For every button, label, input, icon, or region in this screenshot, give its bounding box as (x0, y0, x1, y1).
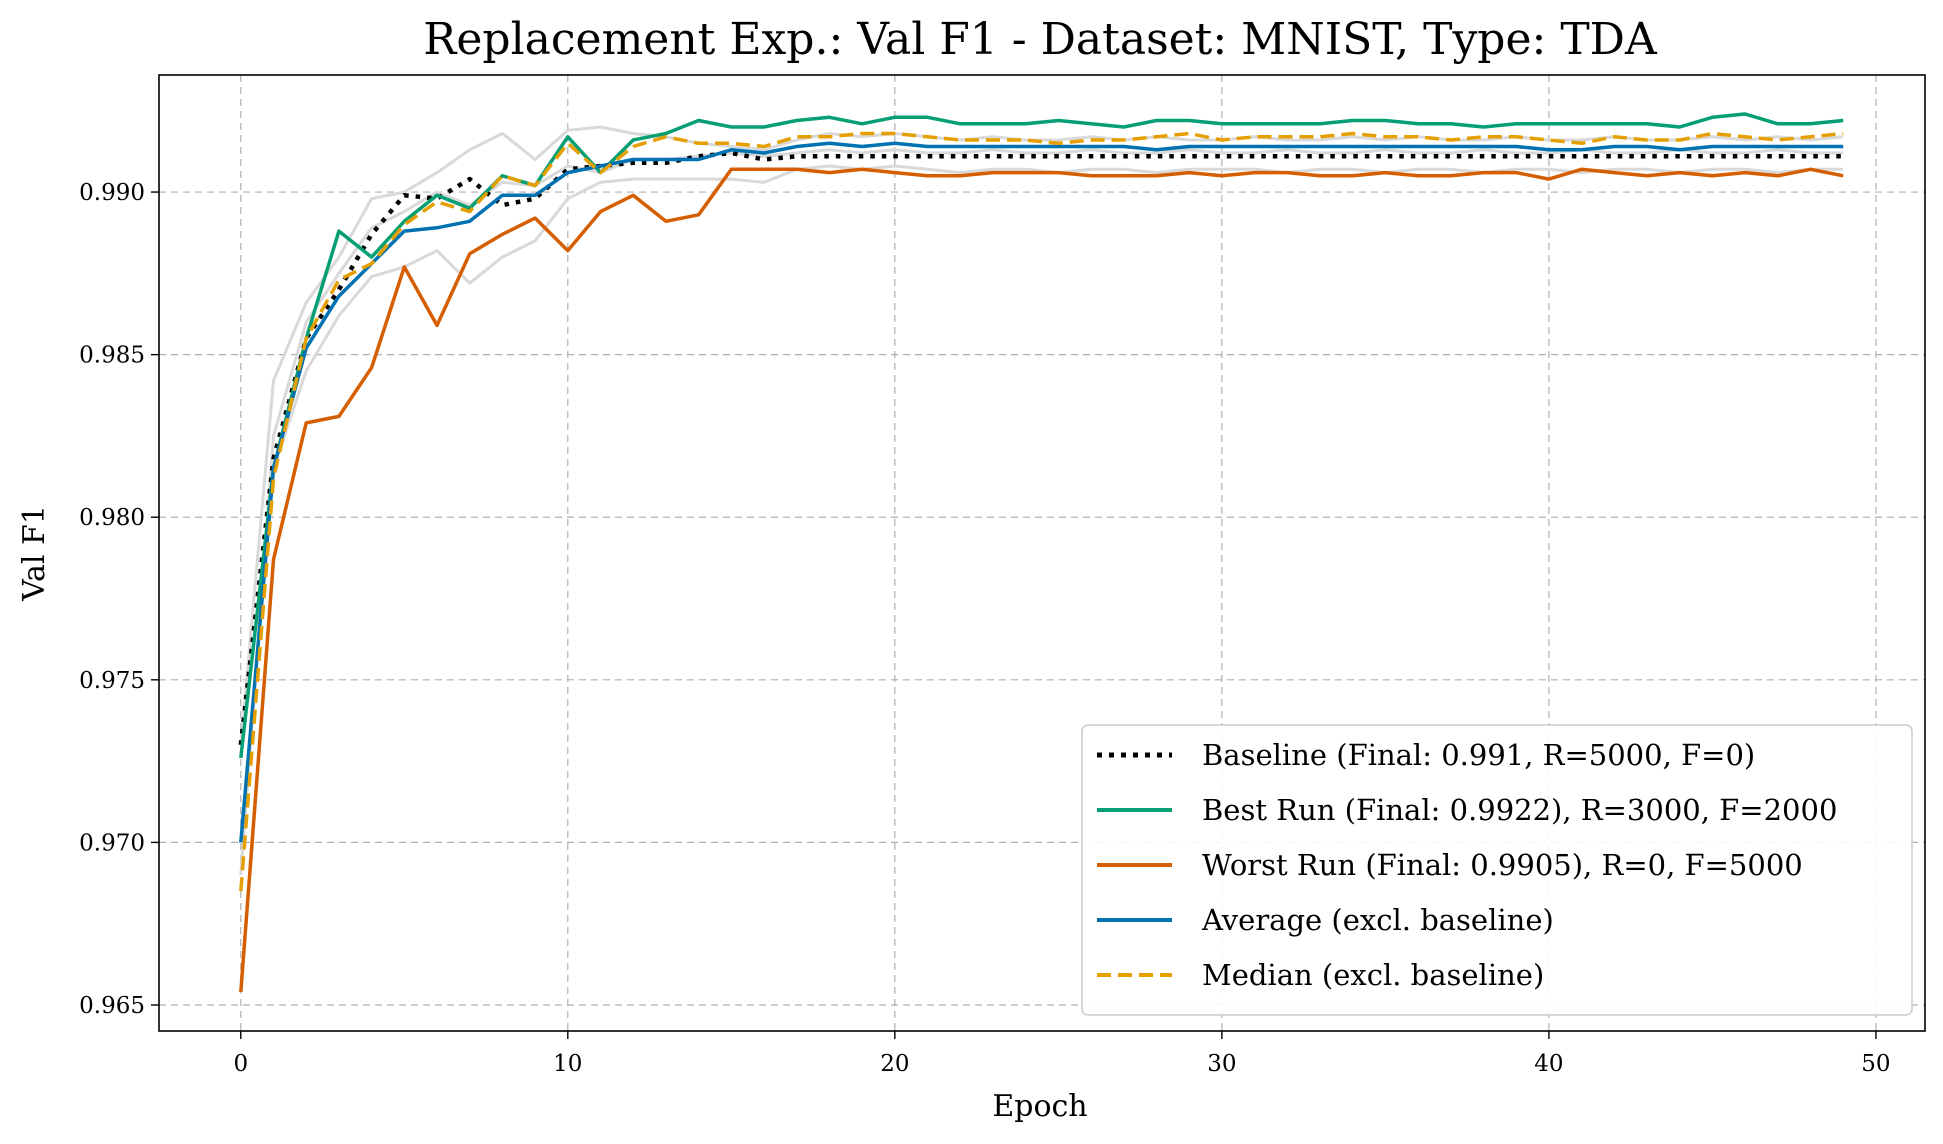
y-axis-label: Val F1 (17, 505, 52, 602)
series-worst-run-line (239, 167, 1844, 993)
y-tick-label: 0.975 (79, 668, 145, 694)
legend-label-best-run: Best Run (Final: 0.9922), R=3000, F=2000 (1202, 793, 1837, 827)
y-tick-label: 0.970 (79, 830, 145, 856)
legend-label-worst-run: Worst Run (Final: 0.9905), R=0, F=5000 (1202, 848, 1803, 882)
x-axis-label: Epoch (992, 1089, 1087, 1124)
legend-label-median: Median (excl. baseline) (1202, 958, 1544, 992)
legend-box (1081, 724, 1913, 1016)
legend-label-baseline: Baseline (Final: 0.991, R=5000, F=0) (1202, 738, 1755, 772)
y-axis-ticks: 0.965 0.970 0.975 0.980 0.985 0.990 (79, 180, 159, 1019)
y-tick-label: 0.990 (79, 180, 145, 206)
legend-label-average: Average (excl. baseline) (1201, 903, 1554, 937)
chart-title: Replacement Exp.: Val F1 - Dataset: MNIS… (423, 14, 1658, 65)
series-lines (238, 112, 1844, 993)
x-axis-ticks: 0 10 20 30 40 50 (233, 1031, 1891, 1077)
x-tick-label: 20 (880, 1051, 909, 1077)
x-tick-label: 30 (1207, 1051, 1236, 1077)
series-average-line (239, 141, 1844, 843)
y-tick-label: 0.980 (79, 505, 145, 531)
y-tick-label: 0.985 (79, 343, 145, 369)
x-tick-label: 50 (1861, 1051, 1890, 1077)
series-median-line (239, 131, 1844, 892)
x-tick-label: 10 (553, 1051, 582, 1077)
x-tick-label: 0 (233, 1051, 248, 1077)
series-baseline-line (238, 150, 1844, 746)
background-run-line (239, 125, 1844, 746)
plot-frame (158, 74, 1926, 1032)
legend: Baseline (Final: 0.991, R=5000, F=0) Bes… (1081, 724, 1913, 1016)
y-tick-label: 0.965 (79, 993, 145, 1019)
x-tick-label: 40 (1534, 1051, 1563, 1077)
